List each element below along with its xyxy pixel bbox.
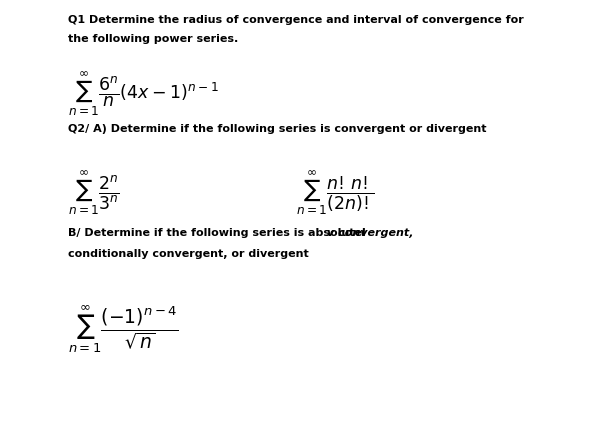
Text: the following power series.: the following power series.: [68, 34, 238, 44]
Text: $\sum_{n=1}^{\infty}\dfrac{n!\, n!}{(2n)!}$: $\sum_{n=1}^{\infty}\dfrac{n!\, n!}{(2n)…: [296, 168, 374, 217]
Text: B/ Determine if the following series is absolutel: B/ Determine if the following series is …: [68, 228, 366, 238]
Text: $\sum_{n=1}^{\infty}\dfrac{(-1)^{n-4}}{\sqrt{n}}$: $\sum_{n=1}^{\infty}\dfrac{(-1)^{n-4}}{\…: [68, 302, 178, 355]
Text: v convergent,: v convergent,: [327, 228, 413, 238]
Text: conditionally convergent, or divergent: conditionally convergent, or divergent: [68, 249, 309, 259]
Text: $\sum_{n=1}^{\infty}\dfrac{6^n}{n}(4x-1)^{n-1}$: $\sum_{n=1}^{\infty}\dfrac{6^n}{n}(4x-1)…: [68, 69, 219, 118]
Text: Q2/ A) Determine if the following series is convergent or divergent: Q2/ A) Determine if the following series…: [68, 124, 486, 134]
Text: $\sum_{n=1}^{\infty}\dfrac{2^n}{3^n}$: $\sum_{n=1}^{\infty}\dfrac{2^n}{3^n}$: [68, 168, 120, 217]
Text: Q1 Determine the radius of convergence and interval of convergence for: Q1 Determine the radius of convergence a…: [68, 15, 524, 25]
